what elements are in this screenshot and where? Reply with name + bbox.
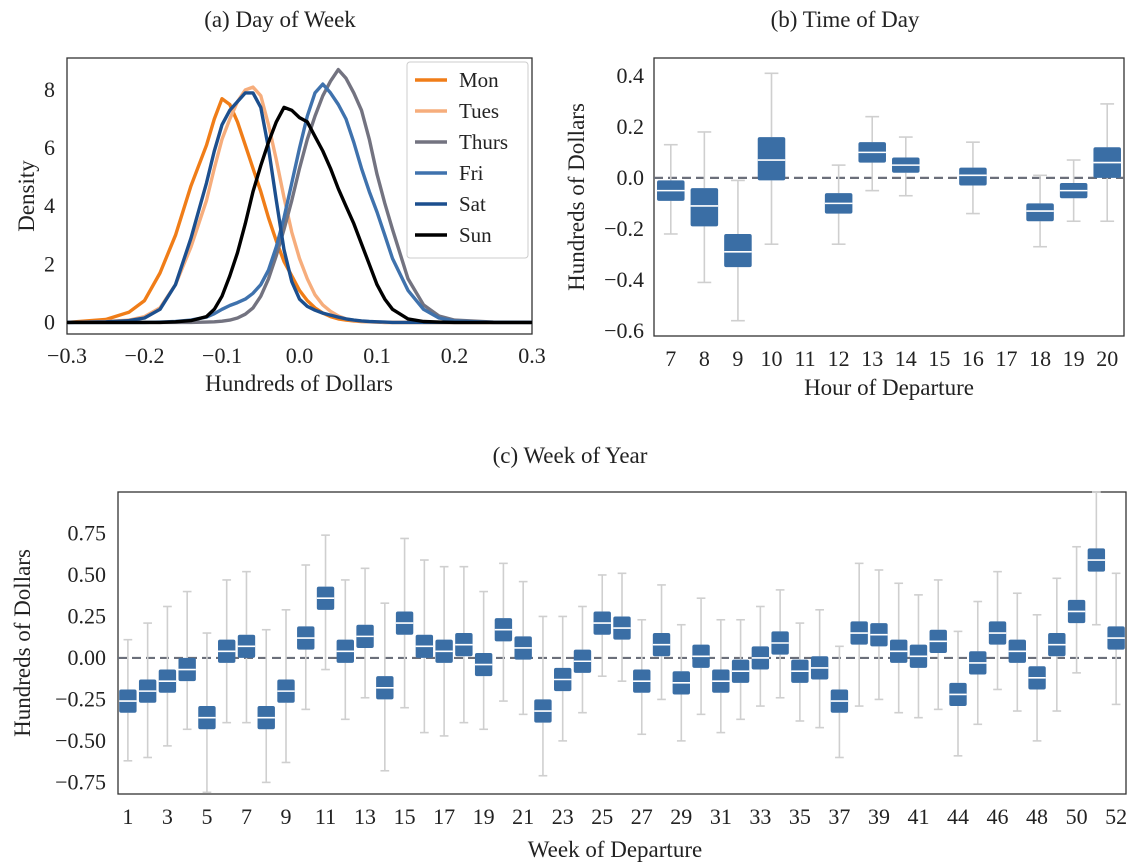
panel-c-ytick-label: −0.50 [55,728,106,753]
panel-b-ytick-label: 0.0 [617,165,645,190]
panel-c-ylabel: Hundreds of Dollars [10,549,35,737]
panel-c-xtick-label: 33 [749,804,771,829]
series-line-sat [66,91,532,325]
panel-c-xtick-label: 44 [947,804,969,829]
panel-b-xtick-label: 11 [794,346,815,371]
legend-label-fri: Fri [459,161,484,185]
hour-18-box [1026,203,1054,222]
panel-c-xtick-label: 50 [1066,804,1088,829]
panel-c-xtick-label: 29 [670,804,692,829]
panel-a-xtick-label: −0.2 [125,343,165,368]
panel-day-of-week: (a) Day of Week 0 2 4 6 8 −0.3 −0.2 −0.1 0.0 0.1… [14,7,546,396]
panel-b-xtick-label: 8 [699,346,710,371]
series-line-sun [67,105,532,325]
panel-c-xtick-label: 35 [789,804,811,829]
panel-b-plot-frame [653,57,1125,337]
panel-b-ytick-label: −0.4 [604,267,644,292]
panel-b-ytick-label: 0.4 [617,63,645,88]
legend-label-thurs: Thurs [459,130,508,154]
panel-c-xlabel: Week of Departure [528,837,702,862]
panel-a-ytick-label: 0 [44,309,55,334]
legend: Mon Tues Thurs Fri Sat Sun [406,61,529,259]
panel-c-ytick-label: 0.00 [68,645,107,670]
panel-c-ytick-label: 0.50 [68,562,107,587]
panel-b-xtick-label: 18 [1029,346,1051,371]
panel-c-xtick-label: 15 [394,804,416,829]
panel-c-xtick-label: 13 [354,804,376,829]
panel-a-title: (a) Day of Week [204,7,356,32]
panel-c-ytick-label: 0.25 [68,603,107,628]
panel-a-plot-frame [66,57,533,335]
hour-8-box [690,188,719,227]
panel-c-xtick-label: 3 [162,804,173,829]
panel-c-xtick-label: 11 [315,804,336,829]
panel-a-xlabel: Hundreds of Dollars [205,371,393,396]
panel-b-xtick-label: 14 [895,346,917,371]
legend-label-tues: Tues [459,99,499,123]
panel-c-xtick-label: 46 [987,804,1009,829]
panel-a-xtick-label: −0.1 [202,343,242,368]
panel-b-ytick-label: −0.2 [604,216,644,241]
panel-c-xtick-label: 31 [710,804,732,829]
panel-c-ytick-label: −0.25 [55,686,106,711]
hour-10-box [757,137,786,181]
panel-b-xtick-label: 20 [1096,346,1118,371]
panel-c-xtick-label: 52 [1105,804,1127,829]
panel-a-xtick-label: 0.2 [441,343,469,368]
panel-a-xtick-label: −0.3 [47,343,87,368]
panel-c-xtick-label: 17 [433,804,455,829]
panel-c-xtick-label: 9 [281,804,292,829]
panel-c-xtick-label: 25 [591,804,613,829]
legend-label-sat: Sat [459,192,486,216]
panel-c-xtick-label: 5 [201,804,212,829]
panel-b-xtick-label: 16 [962,346,984,371]
legend-label-mon: Mon [459,68,499,92]
panel-c-xtick-label: 7 [241,804,252,829]
panel-a-ytick-label: 4 [44,193,55,218]
panel-week-of-year: (c) Week of Year 0.75 0.50 0.25 0.00 −0.25 −0… [10,443,1127,862]
panel-c-xtick-label: 1 [122,804,133,829]
panel-b-ylabel: Hundreds of Dollars [564,103,589,291]
panel-c-xtick-label: 21 [512,804,534,829]
panel-c-xtick-label: 23 [552,804,574,829]
panel-b-xtick-label: 15 [928,346,950,371]
panel-b-xtick-label: 10 [761,346,783,371]
panel-b-xlabel: Hour of Departure [804,375,974,400]
panel-b-xtick-label: 13 [861,346,883,371]
panel-a-xtick-label: 0.3 [518,343,546,368]
panel-c-xtick-label: 41 [907,804,929,829]
panel-c-ytick-label: −0.75 [55,769,106,794]
panel-b-title: (b) Time of Day [771,7,920,32]
panel-c-xtick-label: 27 [631,804,653,829]
panel-b-xtick-label: 19 [1063,346,1085,371]
hour-16-box [959,167,987,186]
series-line-thurs [67,67,533,325]
panel-b-xtick-label: 12 [828,346,850,371]
panel-b-ytick-label: −0.6 [604,318,644,343]
panel-b-xtick-label: 9 [732,346,743,371]
panel-c-title: (c) Week of Year [493,443,648,468]
panel-b-xtick-label: 17 [996,346,1018,371]
panel-a-ylabel: Density [14,160,39,232]
panel-c-xtick-label: 37 [828,804,850,829]
hour-9-box [724,233,752,268]
legend-label-sun: Sun [459,223,492,247]
panel-a-xtick-label: 0.0 [286,343,314,368]
panel-b-xtick-label: 7 [665,346,676,371]
panel-a-xtick-label: 0.1 [363,343,391,368]
panel-a-ytick-label: 2 [44,251,55,276]
panel-c-xtick-label: 39 [868,804,890,829]
panel-c-plot-frame [117,491,1127,795]
panel-b-ytick-label: 0.2 [617,114,645,139]
panel-c-xtick-label: 48 [1026,804,1048,829]
panel-a-ytick-label: 6 [44,135,55,160]
panel-a-ytick-label: 8 [44,77,55,102]
panel-c-ytick-label: 0.75 [68,520,107,545]
panel-c-xtick-label: 19 [473,804,495,829]
